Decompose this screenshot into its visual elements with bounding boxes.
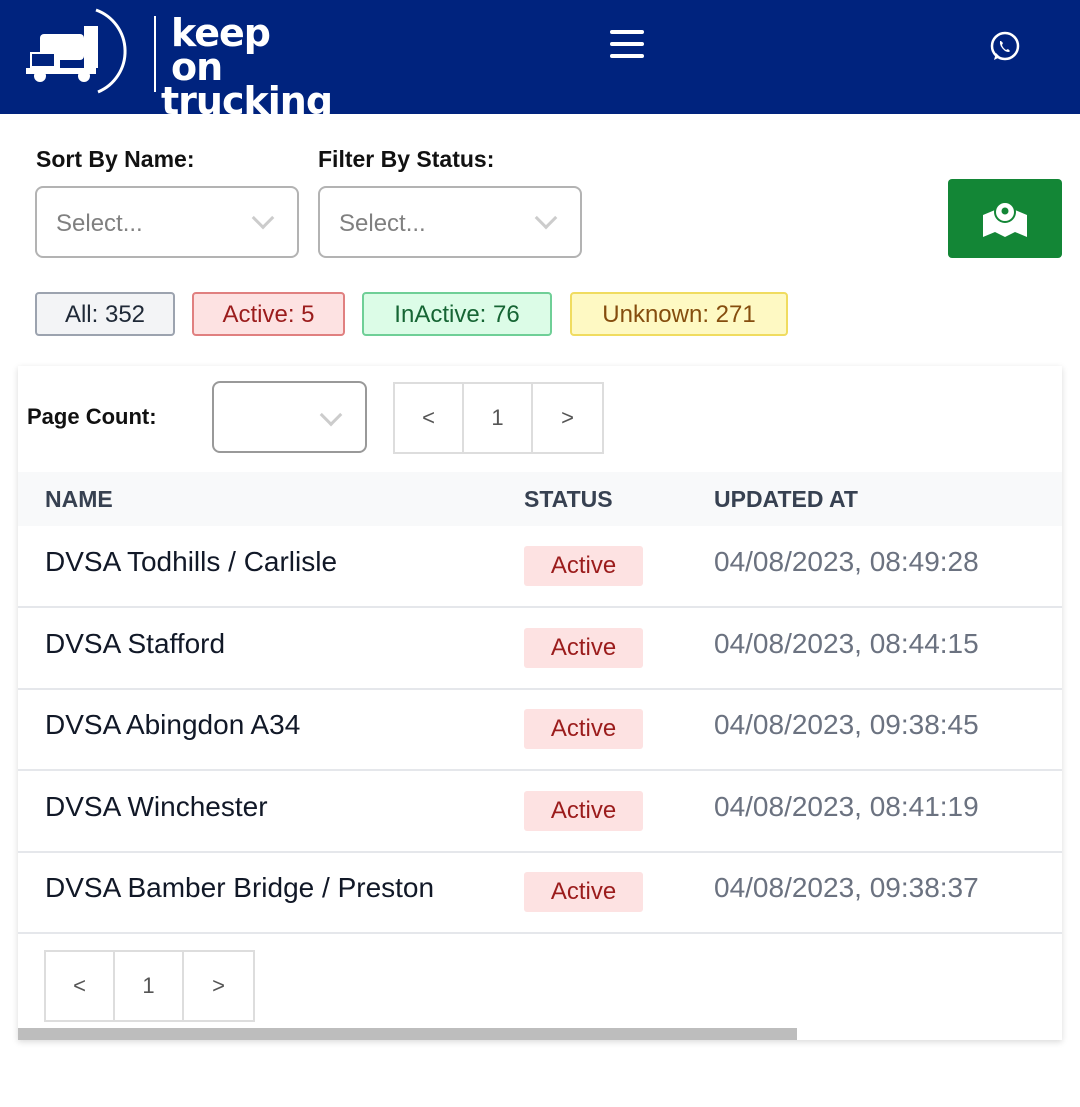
logo-text-line2: trucking xyxy=(161,79,333,123)
logo-divider xyxy=(154,16,156,92)
chevron-down-icon xyxy=(251,206,275,230)
next-page-button[interactable]: > xyxy=(212,973,225,998)
chevron-down-icon xyxy=(319,403,343,427)
column-status[interactable]: STATUS xyxy=(524,486,613,512)
updated-at: 04/08/2023, 08:41:19 xyxy=(714,790,979,822)
count-badge-active[interactable]: Active: 5 xyxy=(192,292,345,336)
count-badge-unknown[interactable]: Unknown: 271 xyxy=(570,292,788,336)
count-badge-all[interactable]: All: 352 xyxy=(35,292,175,336)
status-badge: Active xyxy=(524,546,643,586)
status-placeholder: Select... xyxy=(339,210,426,237)
updated-at: 04/08/2023, 08:44:15 xyxy=(714,627,979,659)
table-row[interactable]: DVSA Todhills / Carlisle Active 04/08/20… xyxy=(18,526,1062,608)
next-page-button[interactable]: > xyxy=(561,405,574,430)
hamburger-icon[interactable] xyxy=(610,30,644,62)
updated-at: 04/08/2023, 09:38:37 xyxy=(714,872,979,903)
table-row[interactable]: DVSA Stafford Active 04/08/2023, 08:44:1… xyxy=(18,608,1062,690)
location-name: DVSA Abingdon A34 xyxy=(45,709,301,740)
map-pin-icon xyxy=(983,201,1027,237)
column-updated-at[interactable]: UPDATED AT xyxy=(714,486,858,512)
location-name: DVSA Todhills / Carlisle xyxy=(45,546,338,577)
locations-table-card: Page Count: < 1 > NAME STATUS UPDATED AT… xyxy=(18,366,1062,1040)
sort-by-name-label: Sort By Name: xyxy=(36,146,195,172)
location-name: DVSA Winchester xyxy=(45,790,268,822)
truck-icon xyxy=(26,8,127,94)
updated-at: 04/08/2023, 09:38:45 xyxy=(714,709,979,740)
status-badge: Active xyxy=(524,709,643,749)
location-name: DVSA Stafford xyxy=(45,627,226,659)
updated-at: 04/08/2023, 08:49:28 xyxy=(714,546,979,577)
table-header: NAME STATUS UPDATED AT xyxy=(18,472,1062,526)
filter-by-status-label: Filter By Status: xyxy=(318,146,495,172)
status-badge: Active xyxy=(524,790,643,831)
top-pagination: < 1 > xyxy=(393,382,604,454)
location-name: DVSA Bamber Bridge / Preston xyxy=(45,872,435,903)
status-badge: Active xyxy=(524,872,643,912)
app-header: keep on trucking xyxy=(0,0,1080,120)
map-view-button[interactable] xyxy=(948,179,1062,258)
keep-on-trucking-logo[interactable]: keep on trucking xyxy=(26,6,333,120)
page-count-select[interactable] xyxy=(212,381,367,453)
sort-by-name-select[interactable]: Select... xyxy=(35,186,299,258)
table-row[interactable]: DVSA Abingdon A34 Active 04/08/2023, 09:… xyxy=(18,689,1062,771)
whatsapp-icon[interactable] xyxy=(988,30,1022,64)
page-count-label: Page Count: xyxy=(27,404,157,429)
status-badge: Active xyxy=(524,627,643,668)
page-1-button[interactable]: 1 xyxy=(115,952,184,1020)
prev-page-button[interactable]: < xyxy=(395,384,464,452)
prev-page-button[interactable]: < xyxy=(46,952,115,1020)
page-1-button[interactable]: 1 xyxy=(464,384,533,452)
horizontal-scrollbar[interactable] xyxy=(18,1028,797,1040)
bottom-pagination: < 1 > xyxy=(44,950,255,1022)
chevron-down-icon xyxy=(534,206,558,230)
table-row[interactable]: DVSA Winchester Active 04/08/2023, 08:41… xyxy=(18,771,1062,853)
column-name[interactable]: NAME xyxy=(45,486,113,512)
count-badge-inactive[interactable]: InActive: 76 xyxy=(362,292,552,336)
table-row[interactable]: DVSA Bamber Bridge / Preston Active 04/0… xyxy=(18,852,1062,934)
sort-placeholder: Select... xyxy=(56,210,143,237)
logo-text-line1: keep on xyxy=(171,11,271,89)
filter-by-status-select[interactable]: Select... xyxy=(318,186,582,258)
